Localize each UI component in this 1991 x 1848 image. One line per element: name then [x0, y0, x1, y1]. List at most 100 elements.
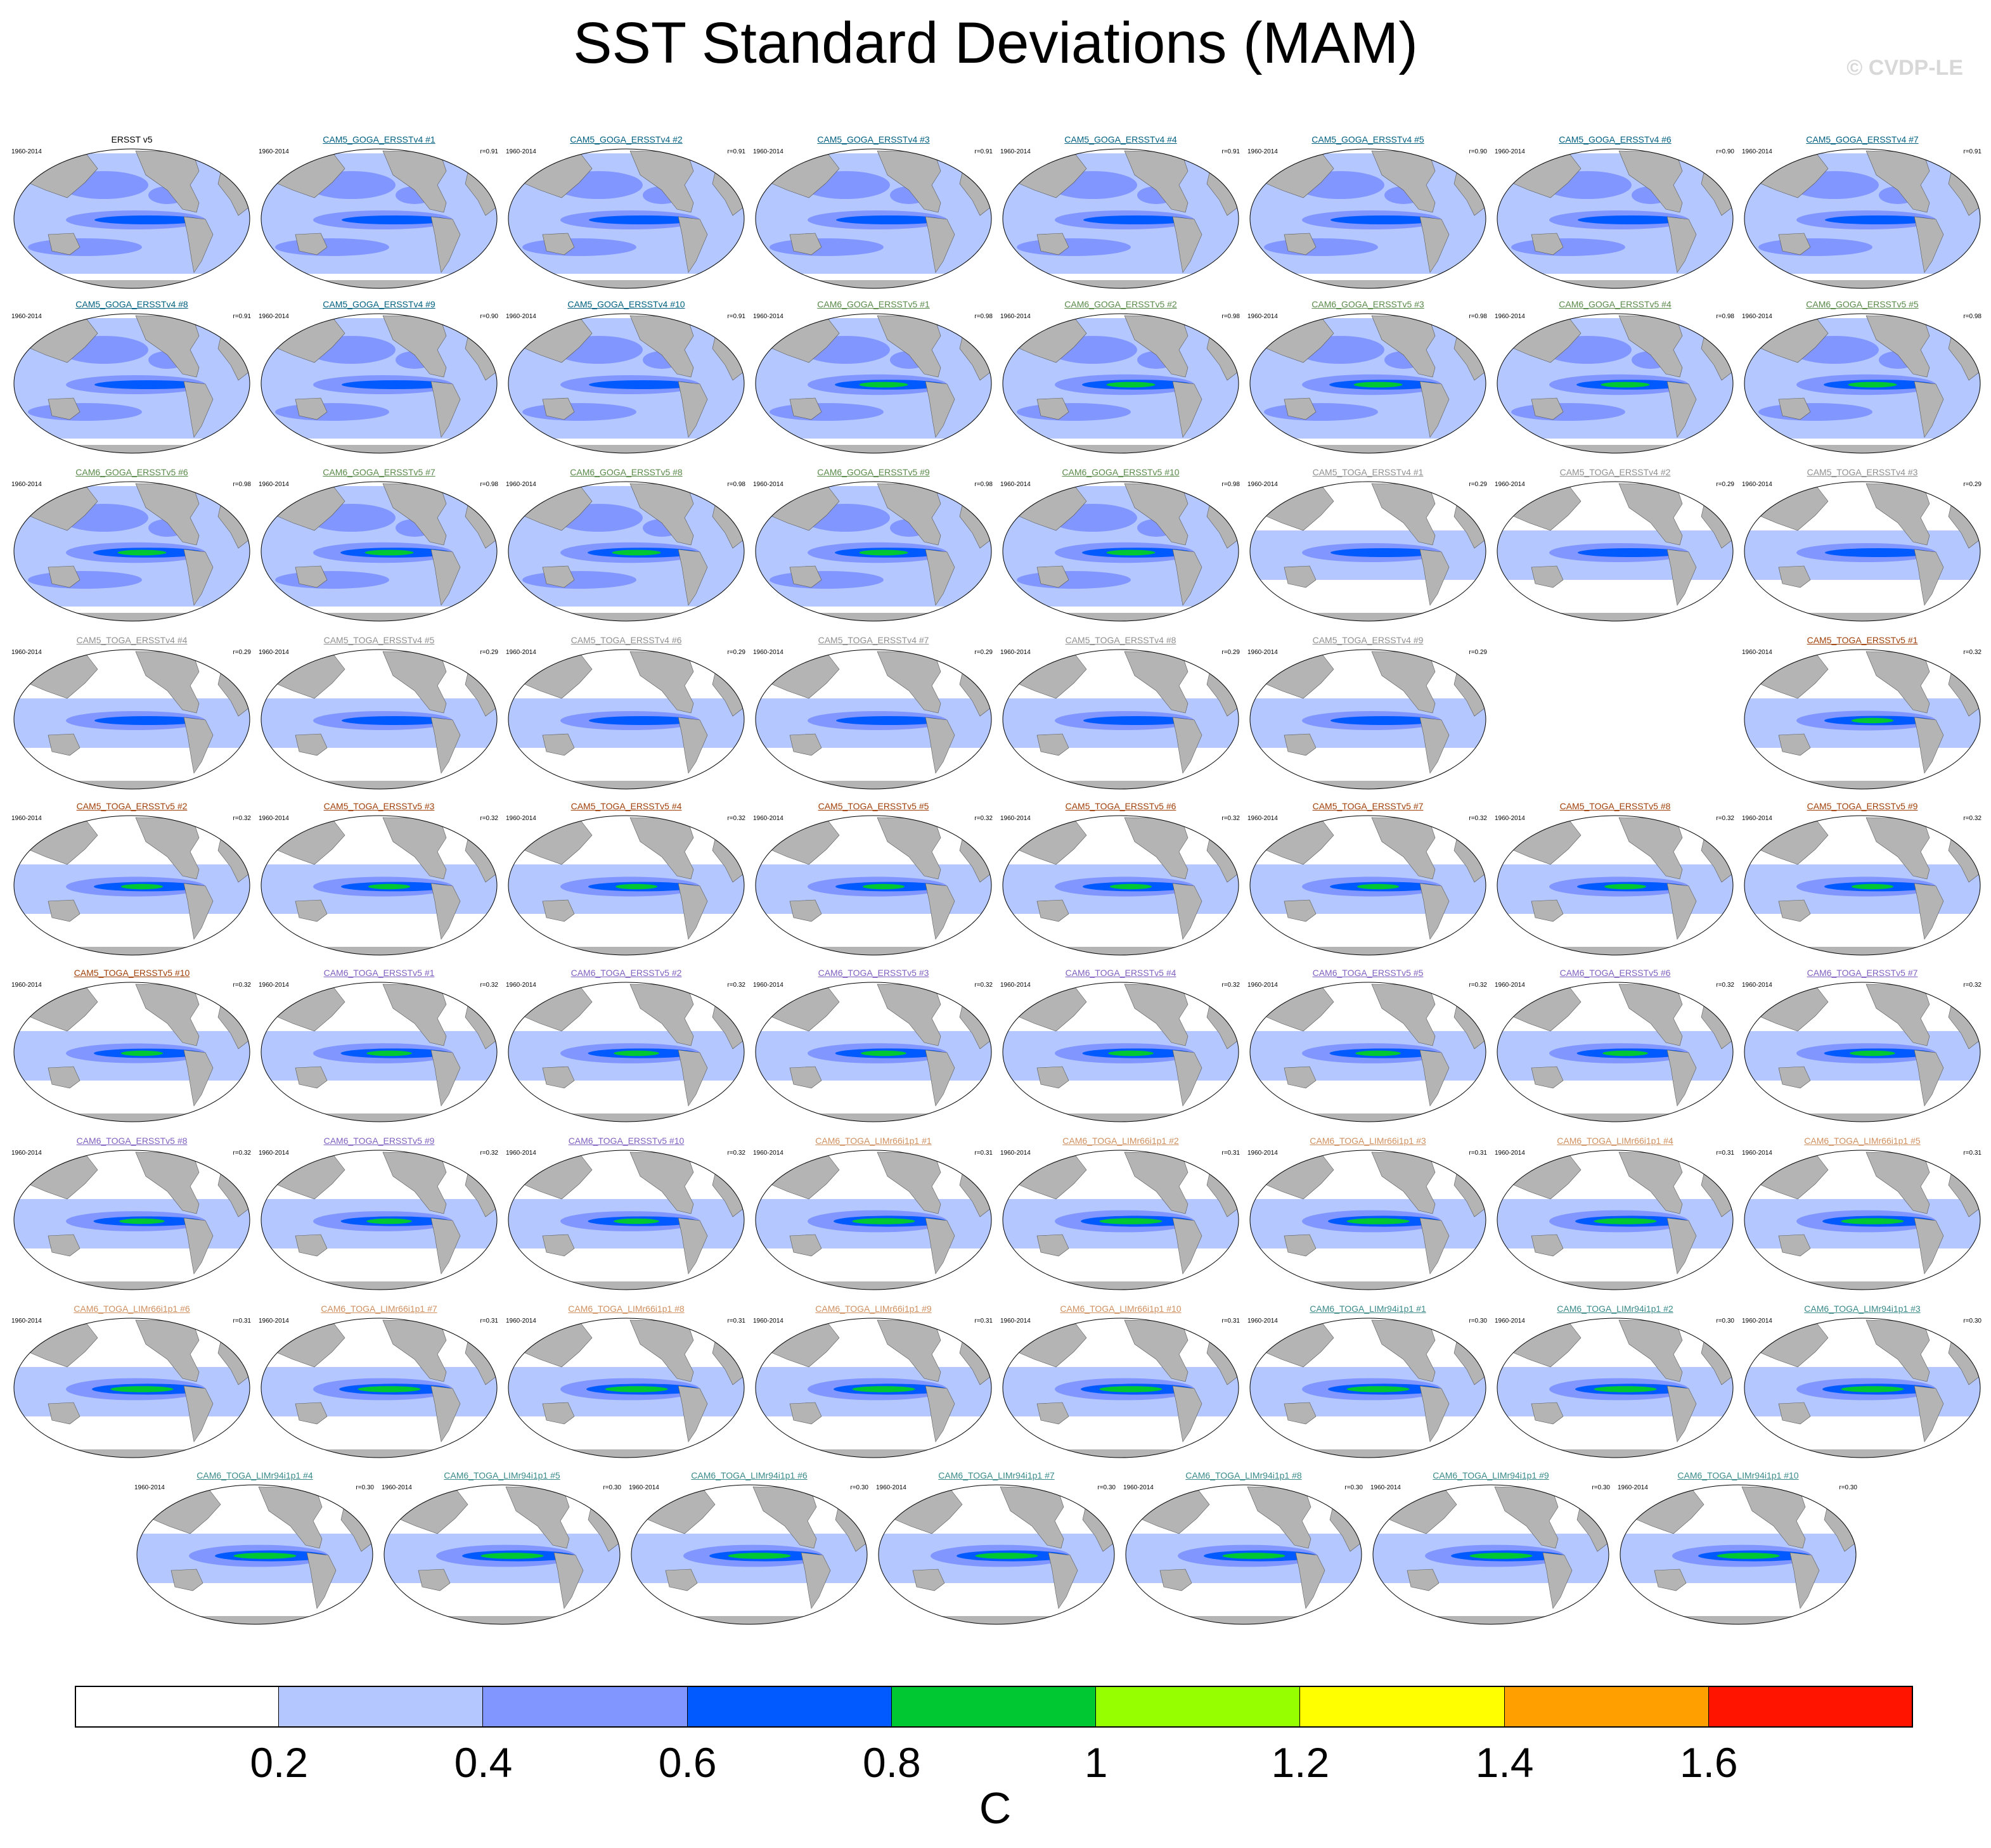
south-america-landmass: [1419, 549, 1450, 606]
north-america-landmass: [382, 1319, 447, 1382]
panel-title: CAM6_GOGA_ERSSTv5 #5: [1806, 299, 1919, 309]
panel-pattern-correlation: r=0.31: [974, 1150, 993, 1157]
north-america-landmass: [382, 651, 447, 714]
panel-pattern-correlation: r=0.30: [1592, 1484, 1610, 1491]
map-field: [1497, 1318, 1733, 1458]
panel-pattern-correlation: r=0.30: [1097, 1484, 1116, 1491]
sst-map: [631, 1484, 868, 1625]
panel-title: CAM6_GOGA_ERSSTv5 #4: [1559, 299, 1672, 309]
panel-title: CAM6_TOGA_LIMr66i1p1 #5: [1804, 1136, 1921, 1146]
north-america-landmass: [877, 651, 941, 714]
australia-landmass: [48, 1234, 81, 1257]
panel-pattern-correlation: r=0.32: [1716, 982, 1734, 989]
sst-contour-0.8-1.0: [1353, 382, 1403, 388]
panel-title: CAM5_TOGA_ERSSTv4 #7: [818, 635, 929, 645]
sst-contour-south: [1758, 403, 1872, 421]
greenland-landmass: [693, 314, 719, 330]
sst-contour-south-band: [508, 1242, 744, 1248]
sst-map: [755, 649, 992, 790]
south-america-landmass: [1542, 1552, 1573, 1609]
south-america-landmass: [1419, 883, 1450, 940]
sst-contour-0.8-1.0: [612, 549, 661, 556]
north-america-landmass: [629, 1152, 694, 1214]
panel-title: ERSST v5: [111, 134, 153, 144]
map-field: [1003, 482, 1239, 621]
map-panel: CAM6_TOGA_LIMr94i1p1 #5 1960-2014 r=0.30: [379, 1469, 625, 1627]
panel-title: CAM5_TOGA_ERSSTv4 #9: [1312, 635, 1424, 645]
antarctica-landmass: [261, 1281, 497, 1290]
sst-contour-south-band: [756, 908, 991, 914]
sst-contour-south-band: [756, 741, 991, 748]
greenland-landmass: [1805, 1485, 1831, 1501]
sst-map: [1497, 1150, 1734, 1290]
north-america-landmass: [1865, 315, 1930, 378]
sst-contour-south-band: [261, 908, 497, 914]
antarctica-landmass: [137, 1616, 373, 1624]
sst-contour-0.8-1.0: [1841, 1218, 1904, 1224]
sst-contour-south-band: [1744, 1242, 1980, 1248]
antarctica-landmass: [879, 1616, 1114, 1624]
panel-pattern-correlation: r=0.31: [480, 1318, 498, 1325]
map-boundary: [755, 815, 992, 956]
map-panel: CAM5_GOGA_ERSSTv4 #6 1960-2014 r=0.90: [1492, 133, 1738, 292]
map-boundary: [1744, 649, 1981, 790]
sst-contour-south-band: [1003, 908, 1239, 914]
panel-title: CAM5_TOGA_ERSSTv5 #8: [1559, 801, 1671, 811]
sst-map: [13, 649, 250, 790]
map-panel: CAM6_TOGA_LIMr94i1p1 #6 1960-2014 r=0.30: [626, 1469, 872, 1627]
greenland-landmass: [1434, 149, 1461, 165]
north-america-landmass: [135, 150, 200, 213]
australia-landmass: [1036, 1066, 1069, 1089]
panel-title: CAM6_GOGA_ERSSTv5 #7: [323, 467, 435, 477]
map-field: [1744, 1150, 1980, 1290]
sst-contour-south-band: [1250, 1242, 1486, 1248]
south-america-landmass: [925, 717, 955, 774]
sst-contour-south: [1017, 238, 1131, 256]
australia-landmass: [789, 1234, 822, 1257]
south-america-landmass: [1172, 216, 1202, 273]
map-boundary: [508, 1150, 745, 1290]
antarctica-landmass: [508, 947, 744, 955]
panel-period: 1960-2014: [1000, 148, 1031, 155]
sst-map: [261, 815, 498, 956]
antarctica-landmass: [1003, 1449, 1239, 1458]
australia-landmass: [542, 1066, 575, 1089]
south-america-landmass: [1789, 1552, 1820, 1609]
sst-contour-south-band: [137, 1577, 373, 1583]
sst-map: [13, 148, 250, 289]
panel-pattern-correlation: r=0.31: [727, 1318, 745, 1325]
australia-landmass: [48, 565, 81, 588]
panel-period: 1960-2014: [1000, 1318, 1031, 1325]
map-panel: CAM6_GOGA_ERSSTv5 #6 1960-2014 r=0.98: [9, 466, 255, 624]
sst-map: [508, 1318, 745, 1458]
panel-title: CAM6_GOGA_ERSSTv5 #9: [817, 467, 930, 477]
south-america-landmass: [183, 1049, 214, 1107]
panel-title: CAM6_TOGA_ERSSTv5 #2: [570, 968, 682, 978]
sst-contour-south-band: [1744, 1074, 1980, 1081]
map-panel: CAM5_TOGA_ERSSTv5 #6 1960-2014 r=0.32: [998, 800, 1244, 958]
sst-map: [1249, 481, 1486, 622]
map-field: [756, 816, 991, 955]
sst-contour-0.8-1.0: [1357, 883, 1399, 890]
australia-landmass: [1159, 1569, 1192, 1591]
sst-contour-south-band: [1497, 908, 1733, 914]
south-america-landmass: [1914, 1217, 1944, 1274]
map-panel: CAM6_TOGA_ERSSTv5 #8 1960-2014 r=0.32: [9, 1134, 255, 1293]
map-panel: CAM6_TOGA_LIMr94i1p1 #8 1960-2014 r=0.30: [1121, 1469, 1367, 1627]
south-america-landmass: [1914, 549, 1944, 606]
map-boundary: [1249, 481, 1486, 622]
sst-contour-0.6-0.8: [1331, 548, 1438, 557]
map-boundary: [1744, 1318, 1981, 1458]
map-panel: CAM5_GOGA_ERSSTv4 #2 1960-2014 r=0.91: [503, 133, 749, 292]
panel-pattern-correlation: r=0.30: [1469, 1318, 1487, 1325]
antarctica-landmass: [756, 280, 991, 288]
sst-contour-south-band: [508, 741, 744, 748]
map-panel: CAM5_TOGA_ERSSTv4 #8 1960-2014 r=0.29: [998, 634, 1244, 792]
panel-period: 1960-2014: [259, 1150, 289, 1157]
australia-landmass: [912, 1569, 945, 1591]
sst-contour-0.8-1.0: [110, 1386, 174, 1392]
south-america-landmass: [183, 549, 214, 606]
australia-landmass: [295, 1234, 328, 1257]
sst-map: [1744, 148, 1981, 289]
sst-map: [1744, 1318, 1981, 1458]
